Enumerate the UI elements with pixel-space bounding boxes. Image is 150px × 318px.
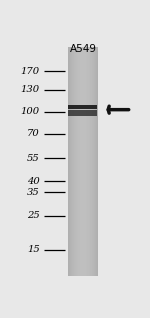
Bar — [97, 47, 98, 276]
Text: 35: 35 — [27, 188, 40, 197]
Text: 170: 170 — [21, 67, 40, 76]
Bar — [92, 47, 93, 276]
Bar — [76, 47, 77, 276]
Text: 100: 100 — [21, 107, 40, 116]
Text: 15: 15 — [27, 245, 40, 254]
Text: 130: 130 — [21, 85, 40, 94]
Text: 70: 70 — [27, 129, 40, 138]
Bar — [80, 47, 81, 276]
Bar — [88, 47, 89, 276]
Bar — [78, 47, 79, 276]
Bar — [83, 47, 84, 276]
Bar — [71, 47, 72, 276]
Bar — [85, 47, 86, 276]
Bar — [81, 47, 82, 276]
Bar — [68, 47, 98, 276]
Bar — [94, 47, 95, 276]
Bar — [68, 110, 97, 115]
Bar — [89, 47, 90, 276]
Bar — [69, 47, 70, 276]
Bar — [79, 47, 80, 276]
Bar — [95, 47, 96, 276]
Bar — [68, 105, 97, 109]
Bar — [73, 47, 74, 276]
Bar — [86, 47, 87, 276]
Bar — [72, 47, 73, 276]
Bar — [90, 47, 91, 276]
Bar — [91, 47, 92, 276]
Text: 25: 25 — [27, 211, 40, 220]
Bar — [68, 47, 69, 276]
Bar — [77, 47, 78, 276]
Bar — [75, 47, 76, 276]
Bar — [96, 47, 97, 276]
Text: 40: 40 — [27, 177, 40, 186]
Text: A549: A549 — [70, 44, 97, 53]
Bar — [84, 47, 85, 276]
Bar — [70, 47, 71, 276]
Bar — [82, 47, 83, 276]
Bar — [87, 47, 88, 276]
Text: 55: 55 — [27, 154, 40, 162]
Bar — [93, 47, 94, 276]
Bar — [74, 47, 75, 276]
